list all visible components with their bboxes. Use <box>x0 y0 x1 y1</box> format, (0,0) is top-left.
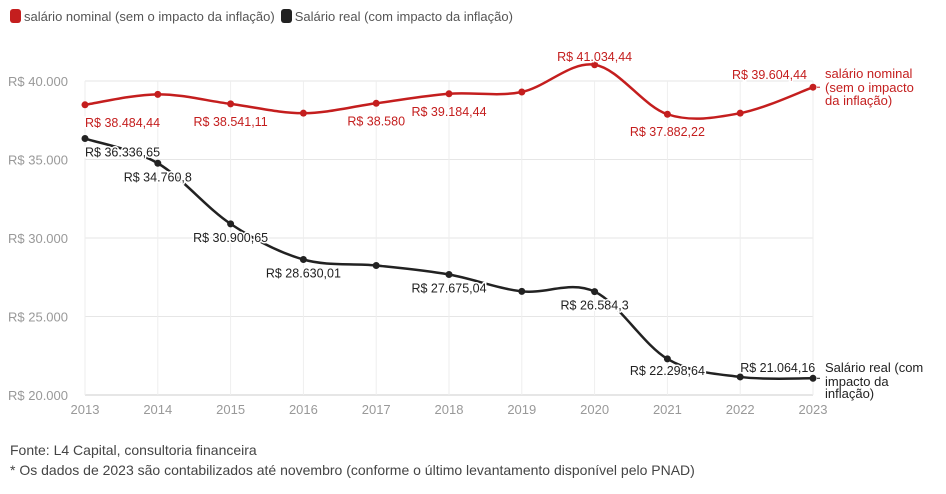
data-label: R$ 39.184,44 <box>411 105 486 119</box>
data-point <box>518 287 526 295</box>
x-tick-label: 2020 <box>580 402 609 417</box>
data-label: R$ 34.760,8 <box>124 170 192 184</box>
data-point <box>445 271 453 279</box>
data-point <box>736 109 744 117</box>
y-tick-label: R$ 35.000 <box>8 153 68 168</box>
data-point <box>663 355 671 363</box>
chart-footer: Fonte: L4 Capital, consultoria financeir… <box>10 440 695 480</box>
data-point <box>591 61 599 69</box>
series-end-label: (sem o impacto <box>825 80 914 95</box>
x-tick-label: 2018 <box>435 402 464 417</box>
data-point <box>299 109 307 117</box>
data-point <box>154 90 162 98</box>
data-point <box>299 256 307 264</box>
x-tick-label: 2014 <box>143 402 172 417</box>
x-tick-label: 2017 <box>362 402 391 417</box>
legend-swatch-real <box>280 9 292 23</box>
x-tick-label: 2019 <box>507 402 536 417</box>
x-tick-label: 2016 <box>289 402 318 417</box>
data-label: R$ 27.675,04 <box>411 282 486 296</box>
data-point <box>736 373 744 381</box>
chart-legend: salário nominal (sem o impacto da inflaç… <box>10 6 519 26</box>
legend-label-real: Salário real (com impacto da inflação) <box>294 8 513 24</box>
data-point <box>663 110 671 118</box>
data-label: R$ 26.584,3 <box>561 299 629 313</box>
series-end-label: impacto da <box>825 374 889 389</box>
data-label: R$ 41.034,44 <box>557 50 632 64</box>
footnote: * Os dados de 2023 são contabilizados at… <box>10 462 695 478</box>
legend-item-nominal[interactable]: salário nominal (sem o impacto da inflaç… <box>10 9 275 24</box>
data-label: R$ 36.336,65 <box>85 146 160 160</box>
data-point <box>227 100 235 108</box>
x-tick-label: 2022 <box>726 402 755 417</box>
data-point <box>518 88 526 96</box>
y-tick-label: R$ 25.000 <box>8 310 68 325</box>
data-label: R$ 38.484,44 <box>85 116 160 130</box>
data-label: R$ 38.580 <box>347 114 405 128</box>
data-point <box>809 83 817 91</box>
y-tick-label: R$ 30.000 <box>8 231 68 246</box>
data-point <box>372 261 380 269</box>
data-label: R$ 28.630,01 <box>266 267 341 281</box>
legend-swatch-nominal <box>10 9 21 23</box>
series-end-label: inflação) <box>825 386 874 401</box>
series-end-label: da inflação) <box>825 93 892 108</box>
data-point <box>81 101 89 109</box>
legend-item-real[interactable]: Salário real (com impacto da inflação) <box>280 8 513 24</box>
data-point <box>81 135 89 143</box>
data-label: R$ 39.604,44 <box>732 68 807 82</box>
data-point <box>154 159 162 167</box>
data-label: R$ 37.882,22 <box>630 125 705 139</box>
source-note: Fonte: L4 Capital, consultoria financeir… <box>10 442 257 458</box>
legend-label-nominal: salário nominal (sem o impacto da inflaç… <box>24 8 275 24</box>
series-end-label: salário nominal <box>825 66 913 81</box>
y-tick-label: R$ 40.000 <box>8 74 68 89</box>
data-point <box>372 99 380 107</box>
data-point <box>809 374 817 382</box>
x-tick-label: 2023 <box>799 402 828 417</box>
data-label: R$ 38.541,11 <box>194 115 268 129</box>
x-tick-label: 2015 <box>216 402 245 417</box>
data-point <box>591 288 599 296</box>
data-label: R$ 21.064,16 <box>740 361 815 375</box>
data-point <box>445 90 453 98</box>
data-label: R$ 30.900,65 <box>193 231 268 245</box>
data-label: R$ 22.298,64 <box>630 364 705 378</box>
data-point <box>227 220 235 228</box>
series-end-label: Salário real (com <box>825 360 923 375</box>
x-tick-label: 2021 <box>653 402 682 417</box>
x-tick-label: 2013 <box>71 402 100 417</box>
y-tick-label: R$ 20.000 <box>8 388 68 403</box>
